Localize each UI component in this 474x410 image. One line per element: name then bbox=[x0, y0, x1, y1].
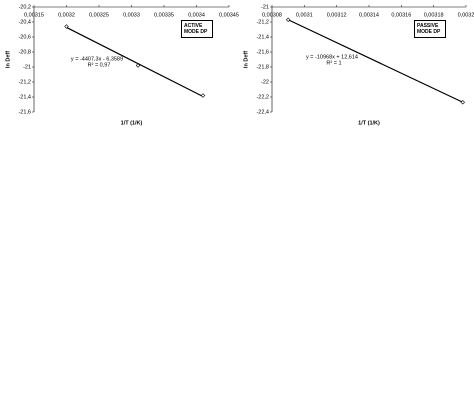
x-tick-label: 0,00325 bbox=[89, 12, 109, 18]
trendline bbox=[287, 19, 464, 103]
y-tick-label: -21,6 bbox=[18, 109, 31, 115]
x-tick-label: 0,00308 bbox=[262, 12, 282, 18]
x-axis-title: 1/T (1/K) bbox=[121, 120, 143, 126]
y-tick-label: -21,6 bbox=[256, 49, 269, 55]
x-tick-label: 0,00314 bbox=[359, 12, 379, 18]
legend: ACTIVE MODE DP bbox=[181, 20, 213, 38]
point bbox=[285, 17, 291, 22]
y-tick-label: -20,2 bbox=[18, 4, 31, 10]
y-tick-label: -20,8 bbox=[18, 49, 31, 55]
trendline-r2: R² = 0,97 bbox=[88, 62, 111, 68]
x-tick-label: 0,00316 bbox=[391, 12, 411, 18]
legend: PASSIVE MODE DP bbox=[414, 20, 446, 38]
x-tick-label: 0,0032 bbox=[458, 12, 474, 18]
y-tick-label: -21,4 bbox=[256, 34, 269, 40]
point bbox=[460, 100, 465, 105]
x-axis-title: 1/T (1/K) bbox=[358, 120, 380, 126]
x-tick-label: 0,0033 bbox=[123, 12, 140, 18]
trendline-equation: y = -10968x + 12,614 bbox=[306, 54, 358, 60]
x-tick-label: 0,00335 bbox=[154, 12, 174, 18]
y-axis-title: ln Deff bbox=[243, 51, 249, 68]
trendline bbox=[66, 26, 204, 98]
y-tick-label: -21 bbox=[261, 4, 269, 10]
y-axis-title: ln Deff bbox=[5, 51, 11, 68]
x-tick-label: 0,0031 bbox=[296, 12, 313, 18]
point bbox=[200, 93, 206, 98]
x-tick-label: 0,00345 bbox=[219, 12, 239, 18]
y-tick-label: -20,6 bbox=[18, 34, 31, 40]
point bbox=[64, 24, 69, 29]
y-tick-label: -22,4 bbox=[256, 109, 269, 115]
y-tick-label: -21,2 bbox=[256, 19, 269, 25]
y-tick-label: -21,4 bbox=[18, 94, 31, 100]
y-tick-label: -22 bbox=[261, 79, 269, 85]
y-tick-label: -21,8 bbox=[256, 64, 269, 70]
trendline-r2: R² = 1 bbox=[326, 60, 341, 66]
x-tick-label: 0,0034 bbox=[188, 12, 205, 18]
point bbox=[135, 63, 141, 68]
x-tick-label: 0,00312 bbox=[327, 12, 347, 18]
x-tick-label: 0,00315 bbox=[24, 12, 44, 18]
x-tick-label: 0,00318 bbox=[424, 12, 444, 18]
trendline-equation: y = -4407,3x - 6,3589 bbox=[71, 56, 123, 62]
y-tick-label: -22,2 bbox=[256, 94, 269, 100]
y-tick-label: -20,4 bbox=[18, 19, 31, 25]
x-tick-label: 0,0032 bbox=[58, 12, 75, 18]
y-tick-label: -21 bbox=[23, 64, 31, 70]
y-tick-label: -21,2 bbox=[18, 79, 31, 85]
